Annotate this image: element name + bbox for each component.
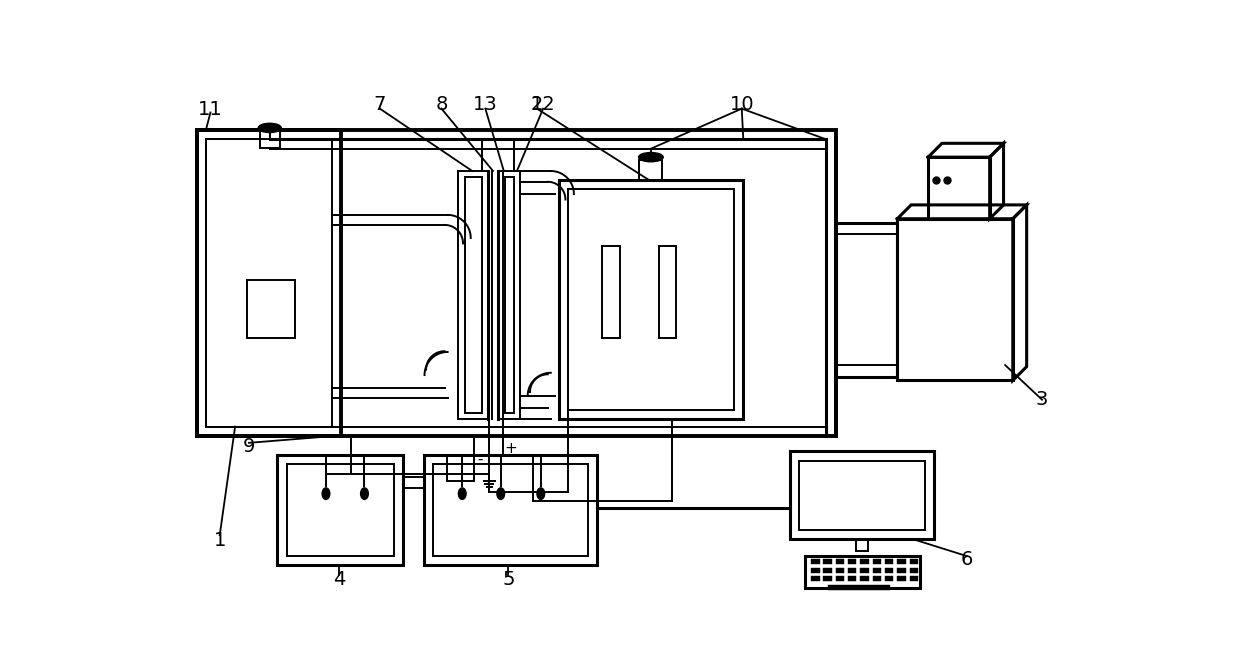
Text: 8: 8 xyxy=(435,96,448,114)
Text: 12: 12 xyxy=(531,96,556,114)
FancyBboxPatch shape xyxy=(873,559,882,564)
FancyBboxPatch shape xyxy=(836,568,844,573)
FancyBboxPatch shape xyxy=(836,559,844,564)
Text: 6: 6 xyxy=(961,550,973,569)
FancyBboxPatch shape xyxy=(823,576,832,581)
FancyBboxPatch shape xyxy=(873,568,882,573)
Text: 5: 5 xyxy=(502,570,515,589)
Ellipse shape xyxy=(459,488,466,500)
FancyBboxPatch shape xyxy=(885,576,894,581)
Text: 7: 7 xyxy=(373,96,386,114)
Text: 2: 2 xyxy=(531,96,543,114)
Text: 1: 1 xyxy=(213,531,226,550)
FancyBboxPatch shape xyxy=(910,576,918,581)
FancyBboxPatch shape xyxy=(811,568,820,573)
FancyBboxPatch shape xyxy=(848,559,857,564)
FancyBboxPatch shape xyxy=(910,559,918,564)
Text: 11: 11 xyxy=(198,100,223,119)
Ellipse shape xyxy=(322,488,330,500)
FancyBboxPatch shape xyxy=(823,559,832,564)
FancyBboxPatch shape xyxy=(828,584,889,590)
Ellipse shape xyxy=(258,124,281,132)
FancyBboxPatch shape xyxy=(898,568,905,573)
FancyBboxPatch shape xyxy=(898,559,905,564)
Ellipse shape xyxy=(361,488,368,500)
FancyBboxPatch shape xyxy=(861,559,869,564)
FancyBboxPatch shape xyxy=(885,559,894,564)
Text: -: - xyxy=(477,452,482,466)
Text: 10: 10 xyxy=(729,96,754,114)
Text: 13: 13 xyxy=(472,96,497,114)
Text: 9: 9 xyxy=(243,437,255,456)
FancyBboxPatch shape xyxy=(885,568,894,573)
Ellipse shape xyxy=(537,488,544,500)
FancyBboxPatch shape xyxy=(848,576,857,581)
Text: +: + xyxy=(505,441,517,456)
FancyBboxPatch shape xyxy=(910,568,918,573)
FancyBboxPatch shape xyxy=(898,576,905,581)
FancyBboxPatch shape xyxy=(811,576,820,581)
Ellipse shape xyxy=(639,152,663,162)
FancyBboxPatch shape xyxy=(848,568,857,573)
FancyBboxPatch shape xyxy=(873,576,882,581)
FancyBboxPatch shape xyxy=(823,568,832,573)
Text: 3: 3 xyxy=(1035,390,1048,409)
FancyBboxPatch shape xyxy=(861,576,869,581)
FancyBboxPatch shape xyxy=(836,576,844,581)
Text: 4: 4 xyxy=(332,570,345,589)
FancyBboxPatch shape xyxy=(861,568,869,573)
FancyBboxPatch shape xyxy=(811,559,820,564)
Ellipse shape xyxy=(497,488,505,500)
